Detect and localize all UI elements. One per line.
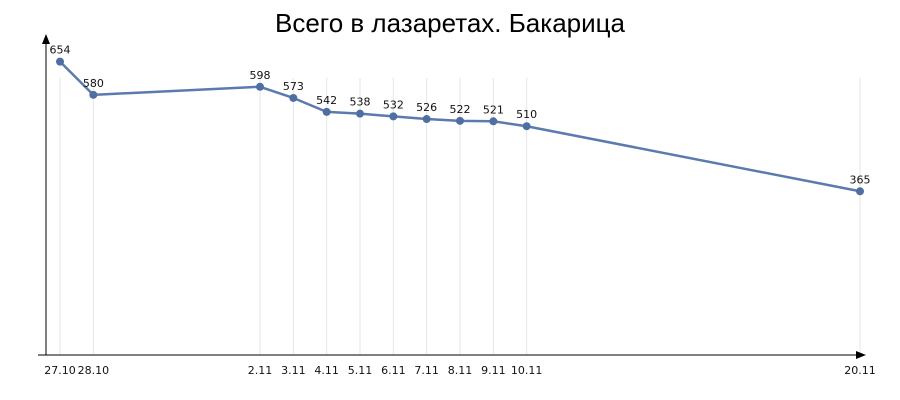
data-point bbox=[422, 115, 431, 124]
x-tick-label: 4.11 bbox=[314, 364, 339, 377]
data-label: 598 bbox=[250, 69, 271, 82]
chart-title: Всего в лазаретах. Бакарица bbox=[275, 8, 625, 38]
data-label: 510 bbox=[516, 108, 537, 121]
data-label: 542 bbox=[316, 94, 337, 107]
x-tick-label: 27.10 bbox=[44, 364, 76, 377]
x-tick-label: 2.11 bbox=[248, 364, 273, 377]
data-label: 654 bbox=[50, 44, 71, 57]
data-point bbox=[489, 117, 498, 126]
data-label: 580 bbox=[83, 77, 104, 90]
data-label: 538 bbox=[350, 96, 371, 109]
x-tick-label: 8.11 bbox=[448, 364, 473, 377]
data-label: 526 bbox=[416, 101, 437, 114]
data-label: 532 bbox=[383, 98, 404, 111]
data-label: 521 bbox=[483, 103, 504, 116]
data-point bbox=[289, 93, 298, 102]
x-tick-label: 6.11 bbox=[381, 364, 406, 377]
data-point bbox=[522, 122, 531, 131]
x-tick-label: 20.11 bbox=[844, 364, 876, 377]
data-point bbox=[456, 116, 464, 125]
data-point bbox=[89, 90, 98, 99]
data-point bbox=[356, 109, 364, 118]
y-axis-arrow bbox=[42, 34, 50, 44]
x-tick-labels: 27.10 28.10 2.11 3.11 4.11 5.11 6.11 7.11 8.11 9.… bbox=[44, 364, 876, 377]
axes bbox=[38, 34, 866, 359]
x-tick-label: 3.11 bbox=[281, 364, 306, 377]
x-axis-arrow bbox=[856, 351, 866, 359]
data-label: 365 bbox=[850, 173, 871, 186]
data-point bbox=[56, 57, 64, 66]
x-tick-label: 9.11 bbox=[481, 364, 506, 377]
data-labels: 654 580 598 573 542 538 532 526 522 521 510 365 bbox=[50, 44, 871, 187]
data-point bbox=[856, 187, 864, 196]
x-tick-label: 5.11 bbox=[348, 364, 373, 377]
data-point bbox=[256, 82, 264, 91]
series-points bbox=[56, 57, 864, 196]
data-label: 573 bbox=[283, 80, 304, 93]
data-point bbox=[389, 112, 398, 121]
data-label: 522 bbox=[450, 103, 471, 116]
x-tick-label: 10.11 bbox=[511, 364, 543, 377]
data-point bbox=[322, 107, 331, 116]
x-tick-label: 28.10 bbox=[78, 364, 110, 377]
series-line-path bbox=[59, 60, 861, 193]
series-line bbox=[59, 60, 861, 193]
x-tick-label: 7.11 bbox=[414, 364, 439, 377]
